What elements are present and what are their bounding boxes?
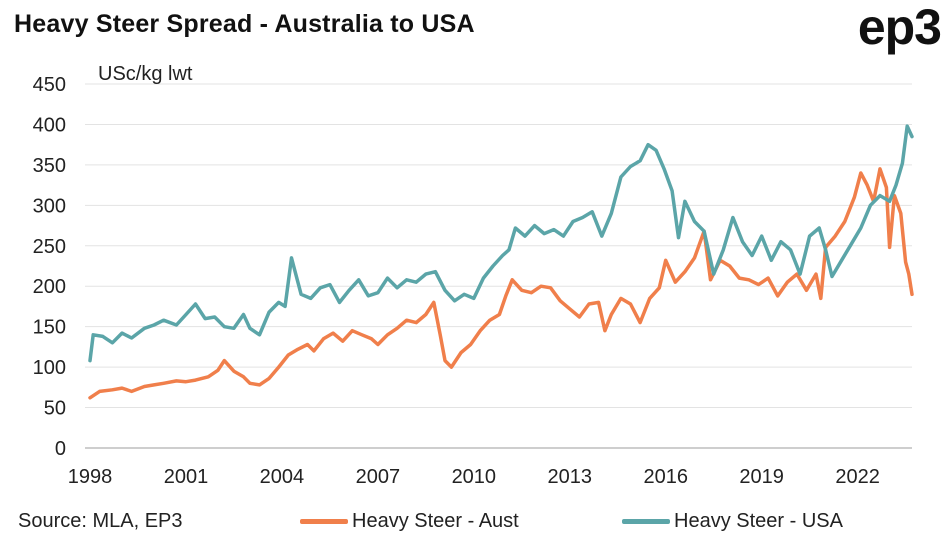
- y-tick-label: 150: [33, 317, 66, 339]
- x-tick-label: 2001: [164, 466, 209, 488]
- series-line-usa: [88, 124, 914, 363]
- x-tick-label: 2022: [835, 466, 880, 488]
- series-line-aust: [88, 167, 914, 400]
- legend-swatch-aust: [300, 519, 348, 524]
- source-note: Source: MLA, EP3: [18, 510, 183, 532]
- y-axis-tick-labels: 0 50 100 150 200 250 300 350 400 450: [33, 74, 66, 460]
- legend-label-usa: Heavy Steer - USA: [674, 510, 843, 532]
- y-tick-label: 100: [33, 357, 66, 379]
- y-tick-label: 200: [33, 276, 66, 298]
- legend-item-aust: Heavy Steer - Aust: [300, 510, 519, 533]
- y-tick-label: 0: [55, 438, 66, 460]
- x-axis-tick-labels: 1998 2001 2004 2007 2010 2013 2016 2019 2022: [68, 466, 880, 488]
- y-tick-label: 250: [33, 236, 66, 258]
- y-tick-label: 350: [33, 155, 66, 177]
- chart-title: Heavy Steer Spread - Australia to USA: [14, 10, 475, 38]
- x-tick-label: 1998: [68, 466, 113, 488]
- x-tick-label: 2019: [739, 466, 784, 488]
- y-tick-label: 400: [33, 114, 66, 136]
- legend-label-aust: Heavy Steer - Aust: [352, 510, 519, 532]
- series-lines: [88, 124, 914, 400]
- y-tick-label: 450: [33, 74, 66, 96]
- y-tick-label: 300: [33, 195, 66, 217]
- x-tick-label: 2016: [643, 466, 688, 488]
- legend-swatch-usa: [622, 519, 670, 524]
- brand-logo: ep3: [857, 0, 942, 55]
- legend-item-usa: Heavy Steer - USA: [622, 510, 843, 533]
- x-tick-label: 2013: [548, 466, 593, 488]
- x-tick-label: 2010: [452, 466, 497, 488]
- y-axis-unit-label: USc/kg lwt: [98, 63, 193, 85]
- x-tick-label: 2004: [260, 466, 305, 488]
- x-tick-label: 2007: [356, 466, 401, 488]
- y-tick-label: 50: [44, 398, 66, 420]
